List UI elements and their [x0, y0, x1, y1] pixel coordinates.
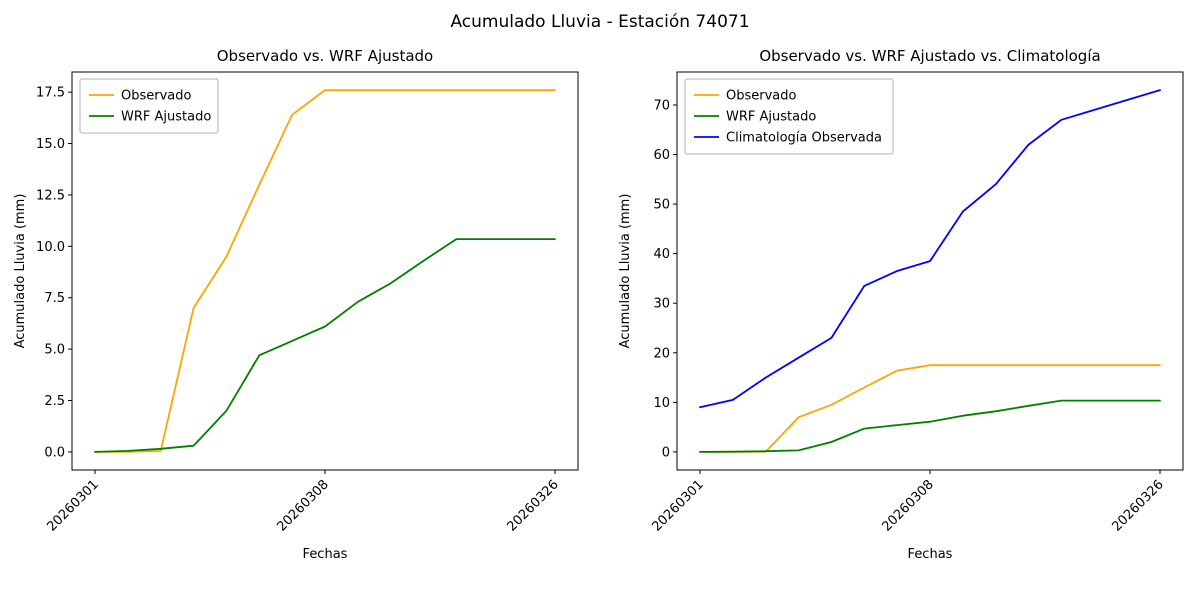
y-tick-label: 0.0	[44, 445, 65, 460]
y-tick-label: 7.5	[44, 291, 65, 306]
y-tick-label: 12.5	[36, 188, 65, 203]
left-chart: Observado vs. WRF Ajustado 0.0 2.5 5.0 7.5 10…	[10, 42, 585, 587]
series-line-observado	[699, 364, 1161, 453]
legend-label-climatologia-observada: Climatología Observada	[726, 131, 882, 146]
legend-label-wrf-ajustado: WRF Ajustado	[726, 110, 816, 125]
y-tick-label: 40	[653, 247, 670, 262]
series-line-wrf-ajustado	[699, 399, 1161, 453]
legend	[79, 78, 219, 134]
x-axis-label: Fechas	[303, 547, 348, 562]
x-tick-label: 20260326	[504, 477, 561, 534]
legend	[684, 78, 894, 155]
left-chart-canvas: Observado vs. WRF Ajustado 0.0 2.5 5.0 7.5 10…	[13, 47, 579, 562]
y-tick-label: 70	[653, 98, 670, 113]
y-tick-label: 17.5	[36, 86, 65, 101]
y-tick-label: 2.5	[44, 394, 65, 409]
legend-label-wrf-ajustado: WRF Ajustado	[121, 110, 211, 125]
y-tick-label: 10	[653, 396, 670, 411]
subplot-title: Observado vs. WRF Ajustado	[217, 47, 433, 65]
legend-label-observado: Observado	[726, 89, 797, 104]
x-tick-label: 20260326	[1109, 477, 1166, 534]
y-axis-label: Acumulado Lluvia (mm)	[618, 194, 633, 349]
right-chart: Observado vs. WRF Ajustado vs. Climatolo…	[615, 42, 1190, 587]
legend-label-observado: Observado	[121, 89, 192, 104]
y-axis-label: Acumulado Lluvia (mm)	[13, 194, 28, 349]
x-tick-label: 20260301	[44, 477, 101, 534]
y-tick-label: 0	[662, 445, 670, 460]
subplot-title: Observado vs. WRF Ajustado vs. Climatolo…	[759, 47, 1100, 65]
x-axis-label: Fechas	[908, 547, 953, 562]
y-tick-label: 20	[653, 346, 670, 361]
y-tick-label: 60	[653, 148, 670, 163]
y-tick-label: 10.0	[36, 240, 65, 255]
charts-row: Observado vs. WRF Ajustado 0.0 2.5 5.0 7.5 10…	[0, 42, 1200, 587]
series-line-climatologia-observada	[699, 89, 1161, 409]
y-tick-label: 30	[653, 297, 670, 312]
figure-title: Acumulado Lluvia - Estación 74071	[450, 12, 750, 32]
y-tick-label: 5.0	[44, 343, 65, 358]
right-chart-canvas: Observado vs. WRF Ajustado vs. Climatolo…	[618, 47, 1184, 562]
x-tick-label: 20260308	[274, 477, 331, 534]
x-tick-label: 20260301	[649, 477, 706, 534]
series-line-wrf-ajustado	[94, 238, 556, 453]
y-tick-label: 50	[653, 198, 670, 213]
x-tick-label: 20260308	[879, 477, 936, 534]
series-line-observado	[94, 89, 556, 453]
y-tick-label: 15.0	[36, 137, 65, 152]
